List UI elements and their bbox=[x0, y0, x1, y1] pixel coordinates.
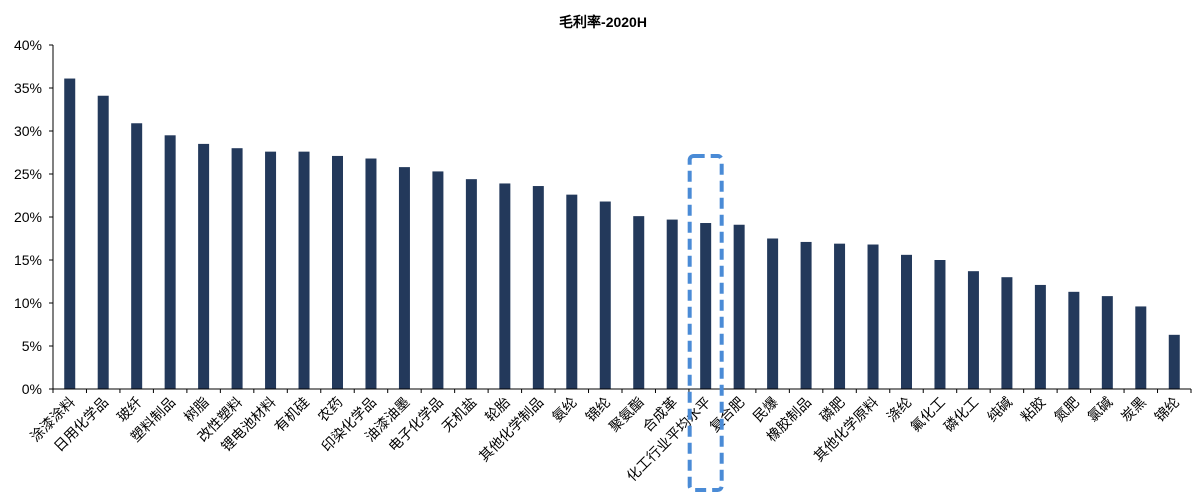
y-tick-label: 10% bbox=[14, 295, 42, 311]
x-tick-label: 氨纶 bbox=[549, 394, 580, 425]
bar bbox=[131, 123, 143, 389]
bar bbox=[1068, 291, 1080, 389]
bar bbox=[566, 194, 578, 389]
x-tick-label: 氯碱 bbox=[1084, 394, 1115, 425]
bar bbox=[1168, 334, 1180, 389]
bar bbox=[64, 78, 76, 389]
bar bbox=[265, 151, 277, 389]
bar bbox=[298, 151, 310, 389]
bar bbox=[633, 216, 645, 389]
x-tick-label: 有机硅 bbox=[271, 394, 312, 435]
bar bbox=[666, 219, 678, 389]
y-tick-label: 0% bbox=[22, 381, 42, 397]
bar bbox=[465, 179, 477, 389]
highlight-dashed-box bbox=[687, 154, 724, 492]
x-tick-label: 纯碱 bbox=[984, 394, 1015, 425]
bar bbox=[1034, 284, 1046, 389]
bar bbox=[332, 155, 343, 389]
x-tick-label: 粘胶 bbox=[1017, 394, 1048, 425]
bar bbox=[398, 167, 410, 389]
x-tick-label: 氟化工 bbox=[907, 394, 948, 435]
bar bbox=[767, 238, 779, 389]
bar bbox=[532, 186, 544, 389]
y-tick-label: 15% bbox=[14, 252, 42, 268]
bar bbox=[901, 254, 912, 389]
x-tick-label: 氮肥 bbox=[1051, 394, 1082, 425]
bar bbox=[700, 223, 712, 389]
bar bbox=[1135, 306, 1147, 389]
bar bbox=[834, 243, 846, 389]
x-axis bbox=[52, 388, 1192, 393]
highlight-box bbox=[687, 154, 724, 492]
bar bbox=[733, 224, 745, 389]
bar bbox=[1101, 296, 1113, 389]
bar bbox=[967, 271, 979, 389]
y-tick-label: 35% bbox=[14, 80, 42, 96]
bar bbox=[164, 135, 176, 389]
bar bbox=[432, 171, 444, 389]
bar bbox=[365, 158, 377, 389]
y-tick-label: 5% bbox=[22, 338, 42, 354]
bar bbox=[499, 183, 511, 389]
chart-title: 毛利率-2020H bbox=[559, 14, 647, 30]
bar bbox=[800, 241, 812, 389]
y-tick-label: 20% bbox=[14, 209, 42, 225]
bar bbox=[198, 143, 210, 389]
x-tick-label: 复合肥 bbox=[706, 394, 747, 435]
bar bbox=[934, 260, 946, 389]
bar bbox=[97, 95, 109, 390]
bar bbox=[1001, 277, 1013, 389]
y-axis: 0% 5% 10% 15% 20% 25% 30% 35% 40% bbox=[14, 37, 54, 397]
x-tick-label: 聚氨酯 bbox=[606, 394, 647, 435]
bars bbox=[64, 78, 1180, 390]
y-tick-label: 40% bbox=[14, 37, 42, 53]
bar bbox=[599, 201, 611, 389]
x-tick-label: 锦纶 bbox=[1151, 394, 1182, 425]
bar bbox=[231, 148, 243, 389]
y-tick-label: 30% bbox=[14, 123, 42, 139]
x-tick-label: 炭黑 bbox=[1118, 394, 1149, 425]
x-tick-label: 磷化工 bbox=[941, 394, 982, 435]
y-tick-label: 25% bbox=[14, 166, 42, 182]
bar bbox=[867, 244, 879, 389]
x-tick-label: 无机盐 bbox=[438, 394, 479, 435]
